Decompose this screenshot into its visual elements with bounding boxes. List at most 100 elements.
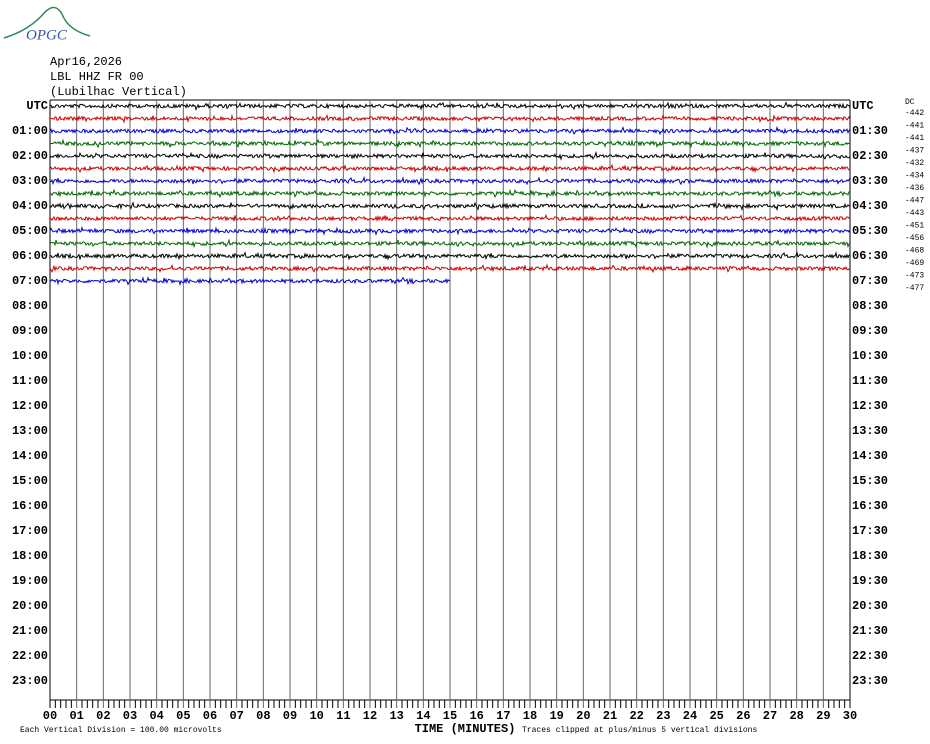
trace	[49, 201, 851, 212]
right-time-label: 20:30	[852, 599, 888, 613]
trace	[49, 175, 851, 186]
trace	[49, 138, 851, 149]
logo: OPGC	[26, 27, 68, 43]
x-tick-label: 13	[389, 709, 403, 723]
x-tick-label: 06	[203, 709, 217, 723]
station: LBL HHZ FR 00	[50, 70, 144, 84]
left-time-label: 07:00	[12, 274, 48, 288]
left-time-label: 01:00	[12, 124, 48, 138]
x-tick-label: 04	[149, 709, 163, 723]
dc-offset: -451	[905, 222, 924, 231]
x-tick-label: 12	[363, 709, 377, 723]
left-time-label: 14:00	[12, 449, 48, 463]
dc-label: DC	[905, 98, 915, 107]
dc-offset: -443	[905, 209, 924, 218]
trace	[49, 238, 851, 249]
x-tick-label: 03	[123, 709, 137, 723]
left-time-label: 08:00	[12, 299, 48, 313]
dc-offset: -447	[905, 197, 924, 206]
left-time-label: 12:00	[12, 399, 48, 413]
date: Apr16,2026	[50, 55, 122, 69]
dc-offset: -468	[905, 247, 924, 256]
right-time-label: 01:30	[852, 124, 888, 138]
right-time-label: 22:30	[852, 649, 888, 663]
left-time-label: 17:00	[12, 524, 48, 538]
location: (Lubilhac Vertical)	[50, 85, 187, 99]
left-time-label: 04:00	[12, 199, 48, 213]
right-time-label: 03:30	[852, 174, 888, 188]
trace	[49, 225, 851, 236]
right-time-label: 13:30	[852, 424, 888, 438]
left-time-label: 19:00	[12, 574, 48, 588]
dc-offset: -456	[905, 234, 924, 243]
trace	[49, 250, 851, 261]
x-tick-label: 08	[256, 709, 270, 723]
x-axis-title: TIME (MINUTES)	[415, 722, 516, 736]
dc-offset: -434	[905, 172, 924, 181]
logo-swoosh	[3, 6, 91, 39]
dc-offset: -432	[905, 159, 924, 168]
footer-left: Each Vertical Division = 100.00 microvol…	[20, 726, 222, 735]
trace	[49, 101, 851, 111]
left-time-label: 05:00	[12, 224, 48, 238]
left-time-label: 09:00	[12, 324, 48, 338]
right-time-label: 05:30	[852, 224, 888, 238]
left-time-label: 16:00	[12, 499, 48, 513]
x-tick-label: 00	[43, 709, 57, 723]
x-tick-label: 14	[416, 709, 430, 723]
left-time-label: 18:00	[12, 549, 48, 563]
dc-offset: -469	[905, 259, 924, 268]
left-time-label: 11:00	[12, 374, 48, 388]
left-time-label: 23:00	[12, 674, 48, 688]
trace	[49, 276, 451, 287]
right-time-label: 23:30	[852, 674, 888, 688]
left-time-label: 03:00	[12, 174, 48, 188]
x-tick-label: 01	[69, 709, 83, 723]
x-tick-label: 27	[763, 709, 777, 723]
x-tick-label: 16	[469, 709, 483, 723]
dc-offset: -441	[905, 134, 924, 143]
trace	[49, 150, 851, 161]
x-tick-label: 09	[283, 709, 297, 723]
x-tick-label: 23	[656, 709, 670, 723]
right-time-label: 19:30	[852, 574, 888, 588]
x-tick-label: 21	[603, 709, 617, 723]
right-time-label: 14:30	[852, 449, 888, 463]
x-tick-label: 17	[496, 709, 510, 723]
right-time-label: 17:30	[852, 524, 888, 538]
x-tick-label: 10	[309, 709, 323, 723]
dc-offset: -442	[905, 109, 924, 118]
right-time-label: 02:30	[852, 149, 888, 163]
left-time-label: 13:00	[12, 424, 48, 438]
x-tick-label: 25	[709, 709, 723, 723]
dc-offset: -437	[905, 147, 924, 156]
x-tick-label: 07	[229, 709, 243, 723]
x-tick-label: 30	[843, 709, 857, 723]
left-time-label: 20:00	[12, 599, 48, 613]
right-time-label: 10:30	[852, 349, 888, 363]
right-time-label: 07:30	[852, 274, 888, 288]
left-time-label: 02:00	[12, 149, 48, 163]
right-time-label: 15:30	[852, 474, 888, 488]
trace	[49, 125, 851, 136]
trace	[49, 188, 851, 199]
dc-offset: -441	[905, 122, 924, 131]
footer-right: Traces clipped at plus/minus 5 vertical …	[522, 726, 757, 735]
x-tick-label: 22	[629, 709, 643, 723]
x-tick-label: 28	[789, 709, 803, 723]
left-time-label: UTC	[26, 99, 48, 113]
dc-offset: -477	[905, 284, 924, 293]
x-tick-label: 26	[736, 709, 750, 723]
trace	[49, 163, 851, 174]
left-time-label: 22:00	[12, 649, 48, 663]
dc-offset: -436	[905, 184, 924, 193]
right-time-label: 11:30	[852, 374, 888, 388]
x-tick-label: 11	[336, 709, 350, 723]
right-time-label: 09:30	[852, 324, 888, 338]
x-tick-label: 29	[816, 709, 830, 723]
right-time-label: 06:30	[852, 249, 888, 263]
right-time-label: 18:30	[852, 549, 888, 563]
right-time-label: 16:30	[852, 499, 888, 513]
x-tick-label: 18	[523, 709, 537, 723]
